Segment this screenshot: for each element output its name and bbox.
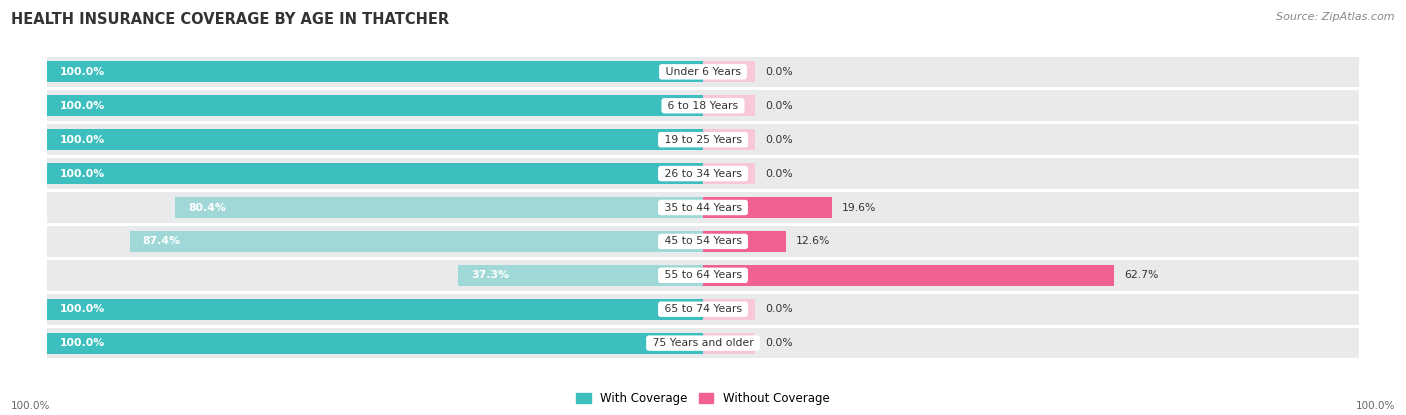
Text: 35 to 44 Years: 35 to 44 Years xyxy=(661,203,745,212)
Text: 100.0%: 100.0% xyxy=(11,401,51,411)
Text: 0.0%: 0.0% xyxy=(765,338,793,348)
Text: HEALTH INSURANCE COVERAGE BY AGE IN THATCHER: HEALTH INSURANCE COVERAGE BY AGE IN THAT… xyxy=(11,12,450,27)
Text: 45 to 54 Years: 45 to 54 Years xyxy=(661,237,745,247)
Text: 37.3%: 37.3% xyxy=(471,270,509,280)
Text: 0.0%: 0.0% xyxy=(765,135,793,145)
Bar xyxy=(176,197,703,218)
Bar xyxy=(703,265,1115,286)
Text: 75 Years and older: 75 Years and older xyxy=(650,338,756,348)
Bar xyxy=(46,124,1360,155)
Text: 0.0%: 0.0% xyxy=(765,304,793,314)
Bar xyxy=(703,95,755,116)
Bar xyxy=(46,294,1360,325)
Bar xyxy=(46,159,1360,189)
Text: 100.0%: 100.0% xyxy=(60,101,105,111)
Bar xyxy=(46,328,1360,359)
Text: 100.0%: 100.0% xyxy=(60,67,105,77)
Text: 65 to 74 Years: 65 to 74 Years xyxy=(661,304,745,314)
Bar xyxy=(46,129,703,150)
Bar xyxy=(46,163,703,184)
Bar xyxy=(46,226,1360,256)
Bar xyxy=(46,90,1360,121)
Bar xyxy=(458,265,703,286)
Bar xyxy=(703,61,755,82)
Text: 87.4%: 87.4% xyxy=(142,237,180,247)
Bar xyxy=(46,333,703,354)
Text: Source: ZipAtlas.com: Source: ZipAtlas.com xyxy=(1277,12,1395,22)
Text: 19.6%: 19.6% xyxy=(841,203,876,212)
Text: Under 6 Years: Under 6 Years xyxy=(662,67,744,77)
Text: 100.0%: 100.0% xyxy=(60,304,105,314)
Bar xyxy=(46,56,1360,87)
Bar xyxy=(703,333,755,354)
Bar xyxy=(46,299,703,320)
Bar xyxy=(703,129,755,150)
Bar xyxy=(46,260,1360,290)
Text: 6 to 18 Years: 6 to 18 Years xyxy=(664,101,742,111)
Bar xyxy=(703,231,786,252)
Legend: With Coverage, Without Coverage: With Coverage, Without Coverage xyxy=(572,387,834,410)
Bar xyxy=(46,192,1360,223)
Bar xyxy=(703,299,755,320)
Bar xyxy=(703,163,755,184)
Bar xyxy=(46,61,703,82)
Text: 26 to 34 Years: 26 to 34 Years xyxy=(661,168,745,178)
Bar xyxy=(129,231,703,252)
Text: 100.0%: 100.0% xyxy=(60,338,105,348)
Text: 0.0%: 0.0% xyxy=(765,67,793,77)
Text: 12.6%: 12.6% xyxy=(796,237,830,247)
Text: 0.0%: 0.0% xyxy=(765,101,793,111)
Text: 62.7%: 62.7% xyxy=(1125,270,1159,280)
Text: 19 to 25 Years: 19 to 25 Years xyxy=(661,135,745,145)
Text: 100.0%: 100.0% xyxy=(60,168,105,178)
Bar xyxy=(703,197,831,218)
Text: 0.0%: 0.0% xyxy=(765,168,793,178)
Text: 80.4%: 80.4% xyxy=(188,203,226,212)
Bar xyxy=(46,95,703,116)
Text: 100.0%: 100.0% xyxy=(60,135,105,145)
Text: 100.0%: 100.0% xyxy=(1355,401,1395,411)
Text: 55 to 64 Years: 55 to 64 Years xyxy=(661,270,745,280)
